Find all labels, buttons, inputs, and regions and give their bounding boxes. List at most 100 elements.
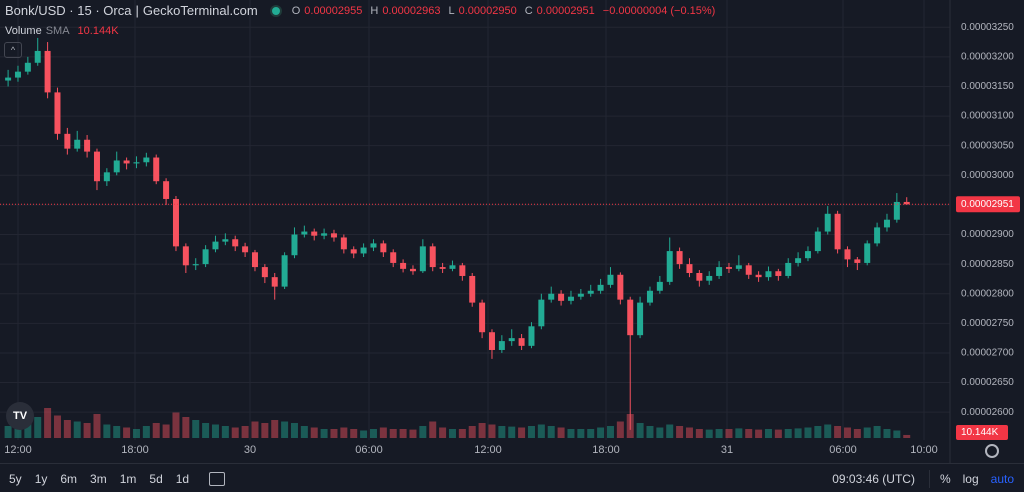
candle-body <box>824 213 831 232</box>
candle-body <box>518 338 525 346</box>
candle-body <box>755 274 762 278</box>
range-button[interactable]: 1d <box>175 471 190 486</box>
collapse-button[interactable]: ^ <box>4 42 22 58</box>
candle-body <box>340 237 347 250</box>
candle-body <box>567 296 574 301</box>
volume-bar <box>567 429 575 438</box>
candle-body <box>163 181 170 199</box>
volume-bar <box>498 426 506 438</box>
y-tick-label: 0.00002600 <box>961 407 1014 418</box>
candle-body <box>330 233 337 238</box>
volume-bar <box>715 429 723 438</box>
candle-body <box>271 277 278 287</box>
candle-body <box>251 252 258 268</box>
candle-body <box>765 271 772 278</box>
ohlc-value: 0.00002950 <box>458 4 517 17</box>
candle-body <box>844 249 851 260</box>
volume-bar <box>527 426 535 438</box>
candle-body <box>864 243 871 263</box>
candle-body <box>725 267 732 269</box>
volume-bar <box>261 423 269 438</box>
volume-bar <box>636 423 644 438</box>
date-range-button <box>209 471 226 486</box>
volume-bar <box>518 427 526 438</box>
ohlc-value: 0.00002951 <box>536 4 595 17</box>
candle-body <box>232 239 239 247</box>
settings-button[interactable] <box>985 444 999 458</box>
y-tick-label: 0.00002800 <box>961 288 1014 299</box>
candle-body <box>202 249 209 265</box>
volume-bar <box>4 426 12 438</box>
volume-bar <box>330 429 338 438</box>
candle-body <box>627 299 634 336</box>
candle-body <box>488 332 495 350</box>
indicator-legend[interactable]: Volume SMA 10.144K <box>5 25 119 37</box>
candle-body <box>103 172 110 182</box>
logo[interactable]: TV <box>6 402 34 430</box>
volume-bar <box>577 429 585 438</box>
volume-bar <box>24 423 32 438</box>
x-tick-label: 12:00 <box>4 444 32 456</box>
volume-bar <box>241 426 249 438</box>
candle-body <box>498 341 505 350</box>
range-button[interactable]: 3m <box>90 471 107 486</box>
separator <box>928 469 930 488</box>
volume-bar <box>290 423 298 438</box>
x-tick-label: 06:00 <box>829 444 857 456</box>
candle-body <box>113 160 120 173</box>
volume-bar <box>34 417 42 438</box>
symbol: Bonk/USD · 15 · Orca <box>5 3 132 18</box>
candle-body <box>350 249 357 254</box>
candle-body <box>558 293 565 301</box>
volume-bar <box>389 429 397 438</box>
volume-bar <box>192 420 200 438</box>
candle-body <box>123 160 130 164</box>
candle-body <box>133 162 140 164</box>
volume-bar <box>587 429 595 438</box>
ohlc-value: 0.00002955 <box>304 4 363 17</box>
volume-bar <box>409 429 417 438</box>
candle-body <box>360 247 367 254</box>
candle-body <box>380 243 387 253</box>
volume-bar <box>814 426 822 438</box>
volume-bar <box>340 427 348 438</box>
candle-body <box>24 62 31 72</box>
range-button[interactable]: 1m <box>119 471 137 486</box>
candle-body <box>775 271 782 276</box>
range-button[interactable]: 6m <box>60 471 78 486</box>
candle-body <box>469 275 476 303</box>
volume-bar <box>873 426 881 438</box>
candle-body <box>508 338 515 342</box>
scale-option[interactable]: % <box>939 471 951 486</box>
candle-body <box>893 201 900 220</box>
y-tick-label: 0.00003000 <box>961 170 1014 181</box>
candle-body <box>874 227 881 244</box>
range-button[interactable]: 5y <box>9 471 22 486</box>
volume-bar <box>616 421 624 438</box>
candle-body <box>745 265 752 275</box>
indicator-sub: SMA <box>45 25 70 37</box>
range-button[interactable]: 1y <box>34 471 48 486</box>
volume-bar <box>113 426 121 438</box>
volume-bar <box>735 428 743 438</box>
candle-body <box>795 258 802 263</box>
volume-bar <box>211 424 219 438</box>
scale-option[interactable]: auto <box>990 471 1014 486</box>
candle-body <box>449 265 456 269</box>
candle-body <box>676 251 683 265</box>
y-tick-label: 0.00003150 <box>961 81 1014 92</box>
candle-body <box>93 151 100 182</box>
volume-bar <box>666 424 674 438</box>
volume-bar <box>182 417 190 438</box>
ohlc-key: O <box>291 4 301 17</box>
volume-bar <box>73 421 81 438</box>
y-tick-label: 0.00002900 <box>961 229 1014 240</box>
x-tick-label: 30 <box>244 444 256 456</box>
y-tick-label: 0.00002750 <box>961 318 1014 329</box>
last-price-tag <box>956 196 1020 213</box>
range-button[interactable]: 5d <box>149 471 163 486</box>
volume-bar <box>123 427 131 438</box>
scale-option[interactable]: log <box>962 471 979 486</box>
plot-background <box>0 0 950 463</box>
candle-body <box>222 239 229 242</box>
